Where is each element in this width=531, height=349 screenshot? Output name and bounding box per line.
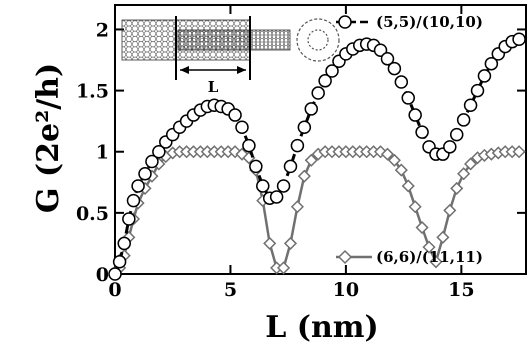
y-tick-label-4: 2 (96, 19, 109, 41)
series-1-point (138, 166, 152, 181)
series-1-point (122, 212, 136, 226)
series-2-point (276, 261, 291, 275)
series-1-point (477, 69, 492, 83)
series-1-point (304, 102, 319, 116)
series-1-point (276, 179, 291, 193)
series-2-point (263, 236, 277, 250)
series-1-point (463, 98, 478, 113)
series-1-point (131, 179, 145, 193)
series-group (108, 32, 526, 281)
series-1-point (145, 154, 159, 169)
x-tick-label-0: 0 (108, 279, 121, 301)
series-2-point (450, 181, 464, 195)
series-1-point (470, 83, 485, 98)
inset-cross-section-inner (307, 29, 329, 51)
series-2-point (304, 153, 318, 167)
series-1-point (235, 120, 249, 135)
series-2-point (436, 230, 450, 244)
series-2-point (464, 157, 478, 171)
legend-label-series-1: (5,5)/(10,10) (376, 13, 483, 31)
series-2-point (457, 167, 471, 181)
series-1-point (484, 56, 499, 71)
series-1-point (387, 61, 402, 76)
series-1-point (126, 193, 141, 208)
series-1-point (283, 159, 298, 174)
y-tick-label-2: 1 (96, 142, 109, 164)
plot-frame (114, 4, 527, 275)
legend-marker-circle (338, 15, 352, 29)
series-1-point (242, 138, 256, 153)
series-2-point (394, 163, 408, 177)
x-tick-label-2: 10 (333, 279, 359, 301)
series-1-point (456, 113, 471, 127)
series-2-point (290, 200, 304, 214)
series-2-point (380, 147, 395, 161)
series-1-point (373, 43, 388, 57)
series-2-point (429, 255, 443, 269)
series-1-point (256, 179, 270, 193)
x-tick-label-3: 15 (448, 279, 474, 301)
series-1-point (318, 74, 332, 88)
series-1-point (311, 86, 325, 100)
series-1-point (249, 159, 263, 174)
y-tick-label-1: 0.5 (76, 203, 109, 225)
series-1-point (380, 52, 395, 66)
axis-ticks: 0 5 10 15 0 0.5 1 1.5 2 (76, 5, 526, 301)
series-1-point (449, 127, 464, 142)
series-1-point (108, 267, 122, 281)
series-1-point (401, 91, 415, 105)
inset-length-label: L (208, 78, 219, 96)
y-tick-label-3: 1.5 (76, 81, 109, 103)
x-axis-label: L (nm) (265, 310, 378, 345)
series-1-point (443, 140, 457, 154)
y-tick-label-0: 0 (96, 264, 109, 286)
series-1-point (297, 120, 312, 135)
inset-schematic: L (121, 16, 340, 96)
inset-cross-section-outer (296, 18, 340, 62)
series-1-point (152, 144, 166, 159)
series-1-point (325, 64, 339, 78)
series-1-point (112, 255, 127, 269)
x-tick-label-1: 5 (224, 279, 237, 301)
series-1-point (269, 190, 284, 204)
legend-label-series-2: (6,6)/(11,11) (376, 248, 483, 266)
series-1-point (228, 108, 242, 122)
legend-marker-diamond (337, 249, 353, 265)
series-1-point (394, 75, 409, 89)
inset-arrowhead-right (237, 66, 246, 74)
series-1-point (117, 236, 131, 251)
series-1-point (290, 138, 305, 153)
series-2-point (512, 145, 526, 159)
series-2-point (415, 220, 429, 235)
series-1-point (408, 108, 422, 122)
legend-item-series-1: (5,5)/(10,10) (336, 13, 483, 31)
legend-item-series-2: (6,6)/(11,11) (336, 248, 483, 266)
series-2-point (297, 169, 311, 183)
series-2-point (443, 203, 457, 217)
series-2-point (387, 153, 401, 167)
inset-arrowhead-left (180, 66, 189, 74)
series-1-point (512, 32, 526, 46)
series-2-point (401, 179, 415, 193)
svg-text:G (2e²/h): G (2e²/h) (31, 63, 66, 213)
series-2-point (408, 200, 422, 214)
series-2-point (422, 240, 436, 254)
series-2-point (283, 236, 298, 250)
inset-inner-tube (177, 29, 291, 51)
y-axis-label: G (2e²/h) (31, 63, 66, 213)
series-1-point (415, 125, 429, 139)
